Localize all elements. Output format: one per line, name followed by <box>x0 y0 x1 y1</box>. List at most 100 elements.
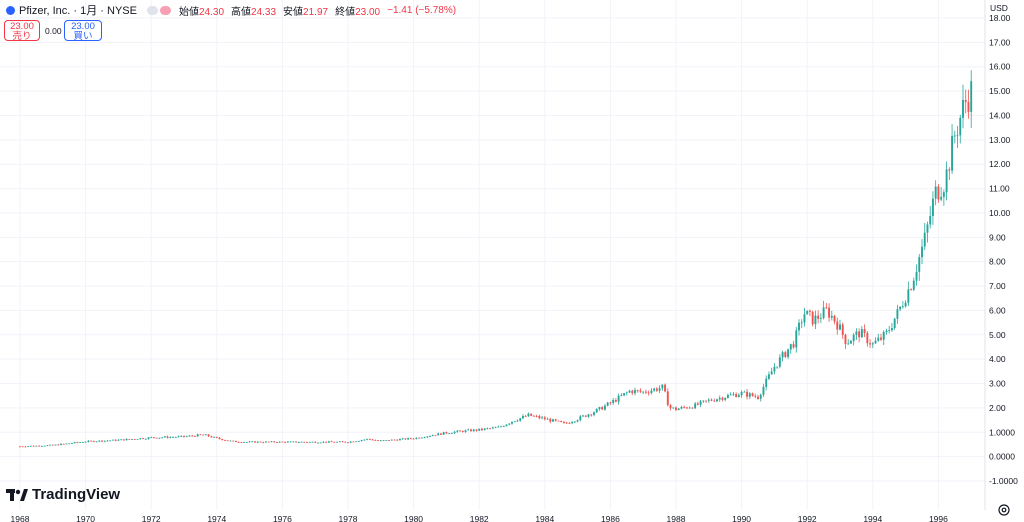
sell-button[interactable]: 23.00 売り <box>4 20 40 42</box>
price-axis[interactable]: -1.0000 0.0000 1.0000 2.00 3.00 4.00 5.00 6.00 7… <box>984 0 1018 510</box>
candle-body <box>73 442 76 444</box>
candle-body <box>896 309 899 319</box>
candle-body <box>500 426 503 428</box>
candle-body <box>213 436 216 438</box>
candle-body <box>699 401 702 405</box>
candle-body <box>459 430 462 432</box>
candle-body <box>388 440 390 441</box>
candle-body <box>951 135 954 171</box>
buy-button[interactable]: 23.00 買い <box>64 20 102 42</box>
candle-body <box>163 436 166 438</box>
candle-body <box>109 440 112 442</box>
candle-body <box>702 400 705 402</box>
y-tick-label: -1.0000 <box>989 476 1018 486</box>
candle-body <box>243 442 246 443</box>
candle-body <box>357 440 360 442</box>
candle-body <box>68 443 71 445</box>
candle-body <box>341 441 344 443</box>
candle-body <box>923 232 926 247</box>
candle-body <box>874 340 877 344</box>
y-tick-label: 2.00 <box>989 403 1006 413</box>
candle-body <box>401 438 404 440</box>
candle-body <box>308 441 311 443</box>
candle-body <box>491 427 494 429</box>
candle-body <box>740 391 743 396</box>
candle-body <box>120 439 123 441</box>
candle-body <box>609 402 612 404</box>
candle-body <box>221 439 224 441</box>
candle-body <box>877 337 880 341</box>
x-tick-label: 1984 <box>535 514 554 522</box>
candle-body <box>215 436 218 438</box>
candle-body <box>125 438 128 441</box>
candle-body <box>839 324 841 330</box>
candle-body <box>691 407 694 409</box>
candle-body <box>869 343 872 345</box>
low-value: 安値21.97 <box>283 6 329 18</box>
candle-body <box>828 307 831 318</box>
candle-body <box>910 289 913 291</box>
candle-body <box>303 441 306 443</box>
candle-body <box>314 441 317 443</box>
y-tick-label: 7.00 <box>989 281 1006 291</box>
candle-body <box>912 280 915 290</box>
settings-gear-icon[interactable] <box>997 503 1011 517</box>
candle-body <box>297 442 300 444</box>
currency-label[interactable]: USD <box>990 3 1008 13</box>
candle-body <box>819 317 822 319</box>
candle-body <box>885 330 888 333</box>
candle-body <box>530 413 533 416</box>
candle-body <box>737 395 740 397</box>
toggle-icon[interactable] <box>146 5 171 15</box>
candle-body <box>956 135 959 137</box>
candle-body <box>461 430 464 432</box>
candle-body <box>363 439 366 441</box>
candle-body <box>844 334 847 345</box>
candle-body <box>901 306 904 308</box>
candle-body <box>800 322 803 324</box>
tradingview-logo[interactable]: TradingView <box>6 486 120 503</box>
candle-body <box>694 403 697 409</box>
candle-body <box>636 390 639 391</box>
candle-body <box>754 395 757 397</box>
candle-body <box>685 407 688 409</box>
candle-body <box>743 391 746 393</box>
candle-body <box>562 422 565 423</box>
candle-body <box>24 446 27 448</box>
candle-body <box>494 427 497 429</box>
candle-body <box>729 394 732 396</box>
pfizer-logo-icon <box>6 5 15 15</box>
y-tick-label: 10.00 <box>989 208 1011 218</box>
candle-body <box>142 438 144 440</box>
candle-body <box>382 440 385 442</box>
candle-body <box>538 416 541 419</box>
candle-body <box>281 441 284 443</box>
candle-body <box>46 445 49 447</box>
candle-body <box>355 441 358 443</box>
candle-body <box>489 428 492 430</box>
candle-body <box>390 439 393 441</box>
candle-body <box>445 432 448 434</box>
candle-body <box>259 441 262 443</box>
candle-body <box>316 442 319 444</box>
candle-body <box>325 441 328 443</box>
candle-body <box>133 439 136 440</box>
candle-body <box>295 441 298 443</box>
candle-body <box>798 322 800 331</box>
candle-body <box>767 374 770 379</box>
time-axis[interactable]: 1968 1970 1972 1974 1976 1978 1980 1982 1984 1986… <box>11 514 949 522</box>
candle-body <box>300 441 303 443</box>
y-tick-label: 1.0000 <box>989 427 1015 437</box>
spread-value: 0.00 <box>45 26 62 36</box>
candle-body <box>352 441 355 443</box>
symbol-title[interactable]: Pfizer, Inc. · 1月 · NYSE <box>19 5 137 17</box>
candle-body <box>789 344 792 350</box>
candle-body <box>625 392 628 394</box>
candle-body <box>549 418 552 422</box>
candle-body <box>412 438 415 440</box>
chart-grid <box>0 0 985 510</box>
candle-body <box>349 441 352 443</box>
candle-body <box>781 352 784 358</box>
candle-body <box>614 400 617 402</box>
